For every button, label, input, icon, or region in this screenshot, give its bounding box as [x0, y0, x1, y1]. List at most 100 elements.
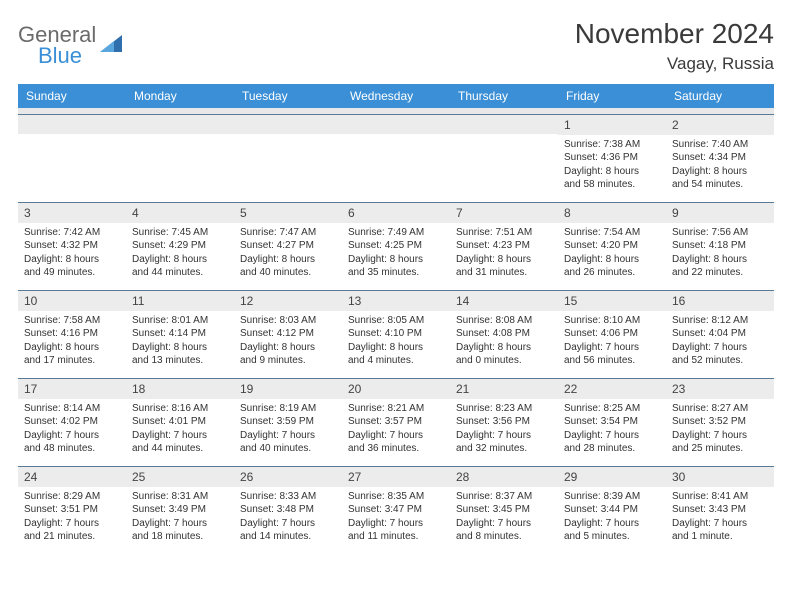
day-sunset: Sunset: 4:32 PM [24, 239, 120, 253]
day-number: 14 [450, 291, 558, 311]
day-day2: and 35 minutes. [348, 266, 444, 280]
day-sunset: Sunset: 4:25 PM [348, 239, 444, 253]
day-number: 2 [666, 115, 774, 135]
empty-daynum [234, 115, 342, 134]
day-sunrise: Sunrise: 7:49 AM [348, 226, 444, 240]
day-cell: 18Sunrise: 8:16 AMSunset: 4:01 PMDayligh… [126, 378, 234, 466]
day-day1: Daylight: 7 hours [24, 517, 120, 531]
day-day2: and 28 minutes. [564, 442, 660, 456]
day-sunrise: Sunrise: 7:56 AM [672, 226, 768, 240]
day-cell: 20Sunrise: 8:21 AMSunset: 3:57 PMDayligh… [342, 378, 450, 466]
day-day1: Daylight: 7 hours [132, 429, 228, 443]
location: Vagay, Russia [575, 54, 774, 74]
day-number: 20 [342, 379, 450, 399]
day-sunrise: Sunrise: 8:27 AM [672, 402, 768, 416]
day-cell: 6Sunrise: 7:49 AMSunset: 4:25 PMDaylight… [342, 202, 450, 290]
day-day2: and 44 minutes. [132, 266, 228, 280]
day-content: Sunrise: 7:38 AMSunset: 4:36 PMDaylight:… [558, 135, 666, 196]
day-number: 4 [126, 203, 234, 223]
empty-day-cell [342, 114, 450, 202]
day-day2: and 58 minutes. [564, 178, 660, 192]
day-number: 1 [558, 115, 666, 135]
weekday-header: Saturday [666, 84, 774, 108]
day-sunset: Sunset: 3:57 PM [348, 415, 444, 429]
day-day2: and 1 minute. [672, 530, 768, 544]
day-number: 9 [666, 203, 774, 223]
day-day2: and 48 minutes. [24, 442, 120, 456]
day-content: Sunrise: 8:29 AMSunset: 3:51 PMDaylight:… [18, 487, 126, 548]
day-day2: and 17 minutes. [24, 354, 120, 368]
day-cell: 8Sunrise: 7:54 AMSunset: 4:20 PMDaylight… [558, 202, 666, 290]
day-cell: 19Sunrise: 8:19 AMSunset: 3:59 PMDayligh… [234, 378, 342, 466]
day-cell: 26Sunrise: 8:33 AMSunset: 3:48 PMDayligh… [234, 466, 342, 554]
weekday-header: Sunday [18, 84, 126, 108]
day-sunrise: Sunrise: 8:29 AM [24, 490, 120, 504]
day-sunrise: Sunrise: 7:40 AM [672, 138, 768, 152]
day-number: 26 [234, 467, 342, 487]
day-day1: Daylight: 7 hours [564, 341, 660, 355]
day-sunset: Sunset: 4:10 PM [348, 327, 444, 341]
day-cell: 12Sunrise: 8:03 AMSunset: 4:12 PMDayligh… [234, 290, 342, 378]
calendar-week-row: 1Sunrise: 7:38 AMSunset: 4:36 PMDaylight… [18, 114, 774, 202]
weekday-header: Friday [558, 84, 666, 108]
day-day2: and 44 minutes. [132, 442, 228, 456]
day-content: Sunrise: 8:03 AMSunset: 4:12 PMDaylight:… [234, 311, 342, 372]
day-day2: and 40 minutes. [240, 442, 336, 456]
day-day2: and 18 minutes. [132, 530, 228, 544]
day-number: 30 [666, 467, 774, 487]
day-number: 8 [558, 203, 666, 223]
day-content: Sunrise: 8:33 AMSunset: 3:48 PMDaylight:… [234, 487, 342, 548]
empty-day-cell [126, 114, 234, 202]
day-cell: 7Sunrise: 7:51 AMSunset: 4:23 PMDaylight… [450, 202, 558, 290]
day-sunset: Sunset: 4:14 PM [132, 327, 228, 341]
day-day1: Daylight: 8 hours [348, 341, 444, 355]
day-content: Sunrise: 8:01 AMSunset: 4:14 PMDaylight:… [126, 311, 234, 372]
day-sunrise: Sunrise: 8:01 AM [132, 314, 228, 328]
day-day1: Daylight: 7 hours [456, 517, 552, 531]
day-content: Sunrise: 8:21 AMSunset: 3:57 PMDaylight:… [342, 399, 450, 460]
day-sunset: Sunset: 4:02 PM [24, 415, 120, 429]
calendar-body: 1Sunrise: 7:38 AMSunset: 4:36 PMDaylight… [18, 114, 774, 554]
day-content: Sunrise: 8:08 AMSunset: 4:08 PMDaylight:… [450, 311, 558, 372]
day-day1: Daylight: 7 hours [240, 517, 336, 531]
day-cell: 22Sunrise: 8:25 AMSunset: 3:54 PMDayligh… [558, 378, 666, 466]
day-number: 23 [666, 379, 774, 399]
day-content: Sunrise: 8:12 AMSunset: 4:04 PMDaylight:… [666, 311, 774, 372]
day-day1: Daylight: 8 hours [240, 341, 336, 355]
day-content: Sunrise: 8:37 AMSunset: 3:45 PMDaylight:… [450, 487, 558, 548]
calendar-week-row: 10Sunrise: 7:58 AMSunset: 4:16 PMDayligh… [18, 290, 774, 378]
day-day1: Daylight: 7 hours [672, 341, 768, 355]
day-day2: and 52 minutes. [672, 354, 768, 368]
day-day2: and 54 minutes. [672, 178, 768, 192]
day-day2: and 49 minutes. [24, 266, 120, 280]
day-sunset: Sunset: 3:51 PM [24, 503, 120, 517]
day-number: 18 [126, 379, 234, 399]
day-sunset: Sunset: 4:29 PM [132, 239, 228, 253]
day-content: Sunrise: 8:39 AMSunset: 3:44 PMDaylight:… [558, 487, 666, 548]
day-number: 12 [234, 291, 342, 311]
empty-daynum [450, 115, 558, 134]
day-day2: and 5 minutes. [564, 530, 660, 544]
day-content: Sunrise: 8:41 AMSunset: 3:43 PMDaylight:… [666, 487, 774, 548]
day-day2: and 4 minutes. [348, 354, 444, 368]
day-day2: and 31 minutes. [456, 266, 552, 280]
day-sunrise: Sunrise: 8:37 AM [456, 490, 552, 504]
day-content: Sunrise: 8:19 AMSunset: 3:59 PMDaylight:… [234, 399, 342, 460]
weekday-header: Thursday [450, 84, 558, 108]
weekday-header: Wednesday [342, 84, 450, 108]
day-day2: and 21 minutes. [24, 530, 120, 544]
calendar-week-row: 3Sunrise: 7:42 AMSunset: 4:32 PMDaylight… [18, 202, 774, 290]
day-sunset: Sunset: 3:52 PM [672, 415, 768, 429]
day-sunrise: Sunrise: 8:08 AM [456, 314, 552, 328]
day-content: Sunrise: 8:31 AMSunset: 3:49 PMDaylight:… [126, 487, 234, 548]
day-number: 24 [18, 467, 126, 487]
day-sunset: Sunset: 4:08 PM [456, 327, 552, 341]
day-cell: 23Sunrise: 8:27 AMSunset: 3:52 PMDayligh… [666, 378, 774, 466]
day-sunrise: Sunrise: 7:54 AM [564, 226, 660, 240]
day-content: Sunrise: 7:58 AMSunset: 4:16 PMDaylight:… [18, 311, 126, 372]
day-day2: and 32 minutes. [456, 442, 552, 456]
day-content: Sunrise: 8:10 AMSunset: 4:06 PMDaylight:… [558, 311, 666, 372]
day-day1: Daylight: 7 hours [456, 429, 552, 443]
day-day2: and 8 minutes. [456, 530, 552, 544]
day-number: 22 [558, 379, 666, 399]
